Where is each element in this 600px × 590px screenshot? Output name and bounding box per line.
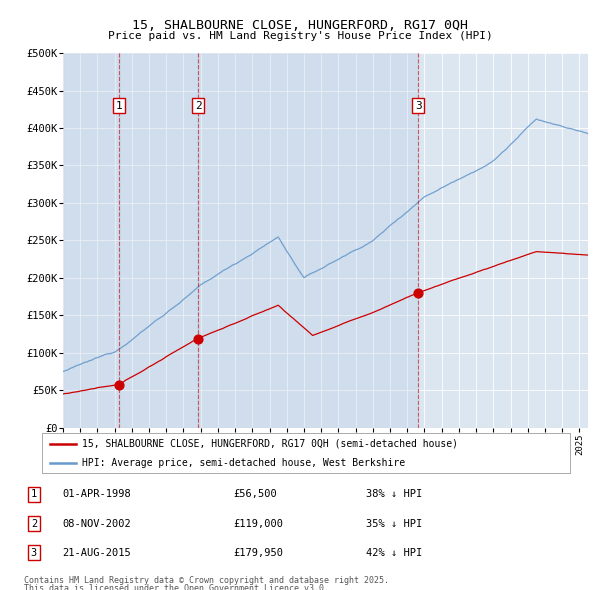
Text: This data is licensed under the Open Government Licence v3.0.: This data is licensed under the Open Gov… (24, 584, 329, 590)
Text: Contains HM Land Registry data © Crown copyright and database right 2025.: Contains HM Land Registry data © Crown c… (24, 576, 389, 585)
Text: 35% ↓ HPI: 35% ↓ HPI (366, 519, 422, 529)
Point (193, 334, 203, 343)
Point (413, 288, 423, 297)
Text: 1: 1 (116, 100, 122, 110)
Text: 3: 3 (31, 548, 37, 558)
Text: 08-NOV-2002: 08-NOV-2002 (62, 519, 131, 529)
Text: 2: 2 (195, 100, 202, 110)
Text: 1: 1 (31, 489, 37, 499)
Text: 3: 3 (415, 100, 422, 110)
Text: 42% ↓ HPI: 42% ↓ HPI (366, 548, 422, 558)
Point (114, 381, 124, 390)
Bar (119, 53, 198, 428)
Text: 21-AUG-2015: 21-AUG-2015 (62, 548, 131, 558)
Text: Price paid vs. HM Land Registry's House Price Index (HPI): Price paid vs. HM Land Registry's House … (107, 31, 493, 41)
Text: £179,950: £179,950 (234, 548, 284, 558)
Text: 15, SHALBOURNE CLOSE, HUNGERFORD, RG17 0QH: 15, SHALBOURNE CLOSE, HUNGERFORD, RG17 0… (132, 19, 468, 32)
Text: £119,000: £119,000 (234, 519, 284, 529)
Text: 2: 2 (31, 519, 37, 529)
Text: 38% ↓ HPI: 38% ↓ HPI (366, 489, 422, 499)
Text: 15, SHALBOURNE CLOSE, HUNGERFORD, RG17 0QH (semi-detached house): 15, SHALBOURNE CLOSE, HUNGERFORD, RG17 0… (82, 439, 458, 449)
Text: 01-APR-1998: 01-APR-1998 (62, 489, 131, 499)
Bar (198, 53, 418, 428)
Text: HPI: Average price, semi-detached house, West Berkshire: HPI: Average price, semi-detached house,… (82, 458, 405, 468)
Bar (63, 53, 119, 428)
Text: £56,500: £56,500 (234, 489, 278, 499)
